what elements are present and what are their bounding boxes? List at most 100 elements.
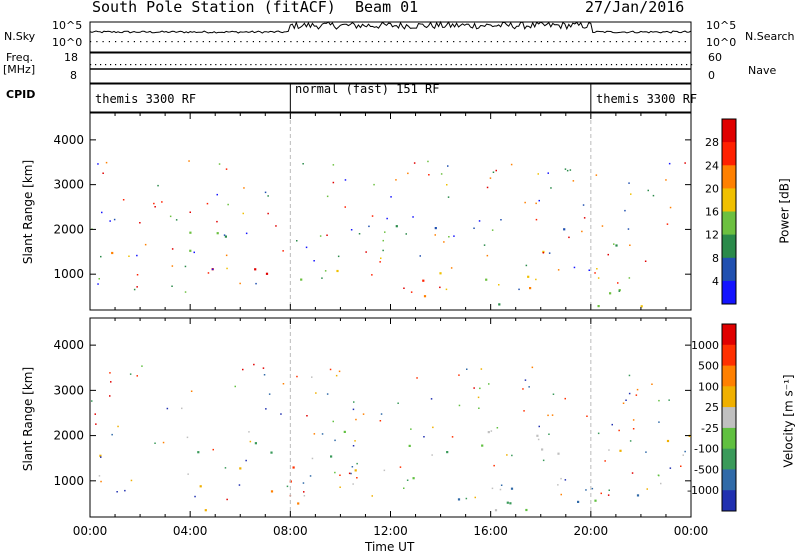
colorbar-cell [722,386,736,408]
search-noise-dot [515,41,517,43]
data-cell [630,193,632,195]
data-cell [249,440,252,443]
nave-dot [445,64,447,66]
nave-label: Nave [748,64,777,77]
data-cell [362,413,365,415]
data-cell [680,465,682,467]
search-noise-dot [146,41,148,43]
colorbar-cell [722,234,736,259]
data-cell [601,225,604,227]
colorbar-cell [722,427,736,450]
data-cell [629,244,631,246]
data-cell [591,487,594,490]
data-cell [319,235,322,237]
data-cell [552,393,555,395]
data-cell [440,173,443,175]
data-cell [175,219,178,221]
search-noise-dot [183,41,186,43]
data-cell [356,477,358,479]
nave-dot [500,64,502,66]
nave-dot [520,64,522,66]
data-cell [223,234,226,236]
data-cell [181,407,183,410]
data-cell [506,501,509,504]
nave-dot [150,64,152,66]
nave-dot [475,64,477,66]
data-cell [531,366,534,369]
search-noise-dot [522,41,524,43]
data-cell [99,454,102,457]
data-cell [447,196,450,198]
colorbar-frame [721,118,737,305]
data-cell [350,472,352,475]
data-cell [94,413,96,415]
data-cell [184,265,187,268]
velocity-colorbar-label: Velocity [m s⁻¹] [781,374,796,468]
data-cell [253,363,255,366]
nave-dot [255,64,257,66]
data-cell [492,171,495,173]
data-cell [647,189,649,192]
colorbar-tick-label: 1000 [691,339,719,352]
search-noise-dot [528,41,530,43]
nave-dot [640,64,643,66]
search-noise-dot [609,41,611,43]
search-noise-dot [340,41,342,43]
data-cell [270,490,274,493]
data-cell [588,269,590,271]
search-noise-dot [559,41,561,43]
data-cell [618,289,621,292]
data-cell [95,423,97,425]
power-axes: 1000 2000 3000 4000 [53,113,692,310]
data-cell [100,456,102,458]
search-noise-dot [678,41,680,43]
nave-dot [100,64,102,66]
data-cell [311,376,313,378]
data-cell [529,287,532,290]
data-cell [585,489,587,491]
search-noise-dot [403,41,405,43]
data-cell [498,284,500,286]
data-cell [413,162,416,164]
search-noise-dot [490,41,492,43]
nave-dot [310,64,312,66]
data-cell [194,495,196,498]
data-cell [344,206,346,208]
data-cell [410,291,413,293]
data-cell [439,286,441,289]
data-cell [352,408,355,411]
nave-dot [145,64,147,66]
search-noise-dot [446,41,448,43]
data-cell [405,233,407,235]
data-cell [334,439,336,442]
xtick-label: 20:00 [574,524,609,538]
nave-dot [415,64,417,66]
data-cell [491,229,494,231]
nave-dot [510,64,512,66]
nave-dot [265,64,267,66]
search-noise-dot [590,41,592,43]
data-cell [371,215,374,217]
data-cell [597,432,600,435]
cpid-bar-frame [89,83,692,113]
nave-dot [155,64,157,66]
colorbar-cell [722,469,736,491]
nave-dot [560,64,562,66]
colorbar-tick-label: -100 [694,443,719,456]
data-cell [443,241,445,243]
data-cell [486,254,489,257]
data-cell [412,216,414,218]
data-cell [124,489,126,492]
nave-dot [300,64,302,66]
search-noise-dot [390,41,392,43]
ytick-label: 2000 [53,222,84,236]
data-cell [302,163,304,165]
data-cell [373,183,375,186]
nave-dot [575,64,577,66]
search-noise-dot [453,41,455,43]
data-cell [569,169,572,171]
data-cell [311,457,314,460]
search-noise-dot [102,41,104,43]
data-cell [354,469,357,472]
nave-dot [565,64,567,66]
